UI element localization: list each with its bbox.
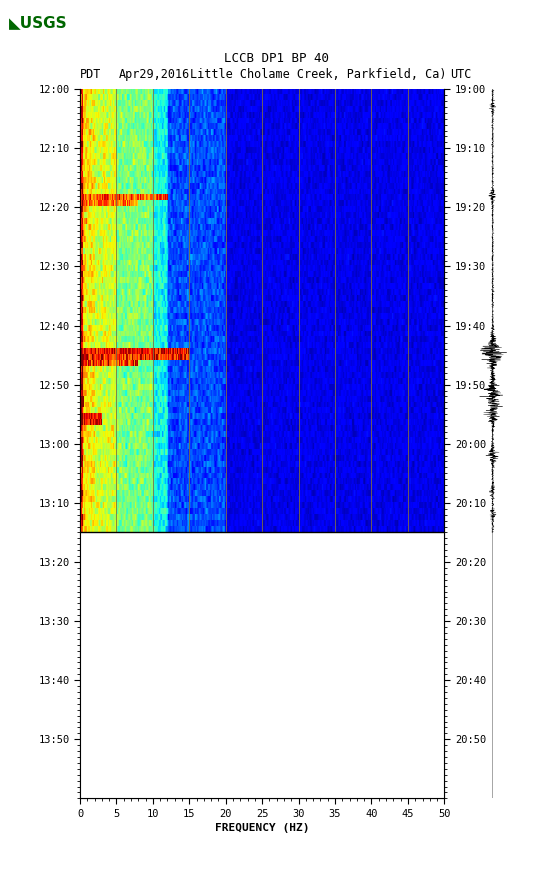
X-axis label: FREQUENCY (HZ): FREQUENCY (HZ) bbox=[215, 823, 310, 833]
Text: UTC: UTC bbox=[450, 69, 471, 81]
Bar bbox=[80, 533, 444, 798]
Text: Little Cholame Creek, Parkfield, Ca): Little Cholame Creek, Parkfield, Ca) bbox=[190, 69, 447, 81]
Text: PDT: PDT bbox=[80, 69, 102, 81]
Text: ◣USGS: ◣USGS bbox=[9, 15, 67, 29]
Text: LCCB DP1 BP 40: LCCB DP1 BP 40 bbox=[224, 53, 328, 65]
Text: Apr29,2016: Apr29,2016 bbox=[119, 69, 190, 81]
